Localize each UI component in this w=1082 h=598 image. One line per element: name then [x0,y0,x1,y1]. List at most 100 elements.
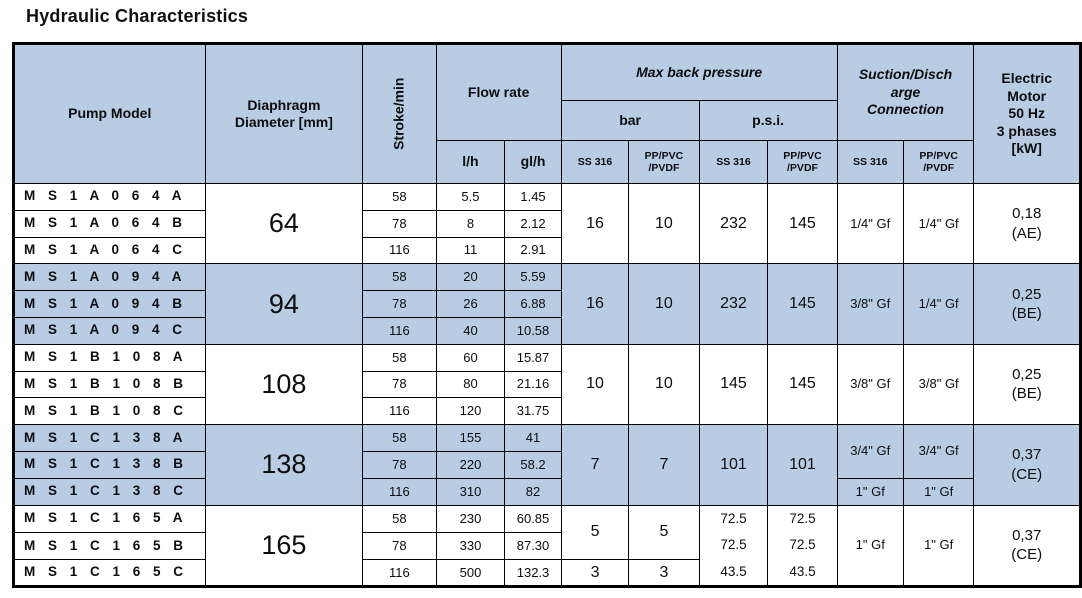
bar-ss316-cell: 5 [560,504,630,561]
diaphragm-cell: 108 [204,343,364,426]
table-row: M S 1 C 1 3 8 C 116 310 82 1" Gf 1" Gf [13,477,1081,506]
flow-glh-cell: 15.87 [504,343,562,372]
header-stroke-per-min: Stroke/min [362,43,437,184]
stroke-cell: 116 [362,559,437,588]
psi-pp-cell: 145 [767,182,838,265]
hydraulic-characteristics-table: Pump Model Diaphragm Diameter [mm] Strok… [12,42,1082,589]
flow-glh-cell: 2.91 [504,236,562,265]
table-row: M S 1 B 1 0 8 A 108 58 60 15.87 10 10 14… [13,343,1081,426]
diaphragm-cell: 165 [204,504,364,588]
stroke-cell: 116 [362,316,437,345]
connection-pp-cell-alt: 1" Gf [902,477,975,506]
flow-glh-cell: 58.2 [504,450,562,479]
psi-pp-cell: 145 [767,263,838,345]
pump-model-cell: M S 1 A 0 6 4 A [13,183,206,211]
stroke-cell: 58 [362,343,437,372]
flow-glh-cell: 6.88 [504,290,562,318]
header-psi-pp-pvc-pvdf: PP/PVC /PVDF [767,140,838,184]
flow-glh-cell: 21.16 [504,370,562,399]
header-flow-rate: Flow rate [435,43,562,141]
table-row: M S 1 B 1 0 8 C 116 120 31.75 [13,397,1081,426]
flow-glh-cell: 2.12 [504,209,562,238]
bar-pp-cell: 5 [628,504,700,561]
flow-lh-cell: 155 [435,424,506,452]
flow-lh-cell: 8 [435,209,506,238]
flow-lh-cell: 20 [435,263,506,292]
flow-glh-cell: 41 [504,424,562,452]
stroke-cell: 78 [362,370,437,399]
flow-glh-cell: 1.45 [504,183,562,211]
motor-cell: 0,18 (AE) [973,182,1081,265]
stroke-cell: 78 [362,290,437,318]
header-row-1: Pump Model Diaphragm Diameter [mm] Strok… [13,43,1081,184]
connection-ss316-cell: 3/8" Gf [836,263,904,345]
pump-model-cell: M S 1 B 1 0 8 B [13,370,206,399]
bar-pp-cell-alt: 3 [628,559,700,588]
header-max-back-pressure: Max back pressure [560,43,838,101]
header-psi-ss316: SS 316 [698,140,769,184]
diaphragm-cell: 138 [204,424,364,506]
connection-ss316-cell: 3/8" Gf [836,343,904,426]
motor-cell: 0,37 (CE) [973,504,1081,588]
pump-model-cell: M S 1 A 0 6 4 B [13,209,206,238]
flow-lh-cell: 11 [435,236,506,265]
diaphragm-cell: 94 [204,263,364,345]
header-unit-lh: l/h [435,140,506,184]
connection-ss316-cell: 1/4" Gf [836,182,904,265]
psi-ss316-cell: 101 [698,424,769,506]
flow-glh-cell: 82 [504,477,562,506]
connection-ss316-cell-alt: 1" Gf [836,477,904,506]
connection-ss316-cell: 1" Gf [836,504,904,588]
pump-model-cell: M S 1 A 0 6 4 C [13,236,206,265]
bar-ss316-cell: 16 [560,182,630,265]
stroke-cell: 78 [362,531,437,561]
connection-pp-cell: 1" Gf [902,504,975,588]
motor-cell: 0,25 (BE) [973,263,1081,345]
bar-pp-cell: 7 [628,424,700,506]
connection-pp-cell: 3/4" Gf [902,424,975,479]
diaphragm-cell: 64 [204,182,364,265]
flow-lh-cell: 5.5 [435,183,506,211]
flow-lh-cell: 80 [435,370,506,399]
connection-pp-cell: 1/4" Gf [902,263,975,345]
flow-lh-cell: 220 [435,450,506,479]
flow-glh-cell: 10.58 [504,316,562,345]
header-bar-pp-pvc-pvdf: PP/PVC /PVDF [628,140,700,184]
psi-ss316-cell: 145 [698,343,769,426]
header-suction-discharge-connection: Suction/Disch arge Connection [836,43,975,141]
pump-model-cell: M S 1 C 1 3 8 A [13,424,206,452]
psi-pp-cell: 101 [767,424,838,506]
stroke-cell: 58 [362,424,437,452]
header-conn-ss316: SS 316 [836,140,904,184]
flow-lh-cell: 60 [435,343,506,372]
flow-lh-cell: 330 [435,531,506,561]
header-pump-model: Pump Model [13,43,206,184]
header-conn-pp-pvc-pvdf: PP/PVC /PVDF [902,140,975,184]
table-row: M S 1 C 1 6 5 B 78 330 87.30 [13,531,1081,561]
table-row: M S 1 B 1 0 8 B 78 80 21.16 [13,370,1081,399]
header-bar: bar [560,100,700,141]
pump-model-cell: M S 1 C 1 6 5 C [13,559,206,588]
stroke-cell: 78 [362,450,437,479]
table-row: M S 1 A 0 9 4 A 94 58 20 5.59 16 10 232 … [13,263,1081,345]
table-row: M S 1 C 1 6 5 C 116 500 132.3 3 3 [13,559,1081,588]
stroke-cell: 116 [362,397,437,426]
stroke-cell: 58 [362,504,437,533]
header-electric-motor: Electric Motor 50 Hz 3 phases [kW] [973,43,1081,184]
stroke-cell: 116 [362,236,437,265]
pump-model-cell: M S 1 A 0 9 4 C [13,316,206,345]
connection-ss316-cell: 3/4" Gf [836,424,904,479]
flow-lh-cell: 230 [435,504,506,533]
connection-pp-cell: 3/8" Gf [902,343,975,426]
flow-lh-cell: 40 [435,316,506,345]
pump-model-cell: M S 1 A 0 9 4 A [13,263,206,292]
table-row: M S 1 C 1 3 8 B 78 220 58.2 [13,450,1081,479]
header-bar-ss316: SS 316 [560,140,630,184]
psi-ss316-cell: 232 [698,182,769,265]
stroke-cell: 116 [362,477,437,506]
header-diaphragm-diameter: Diaphragm Diameter [mm] [204,43,364,184]
psi-ss316-cell: 72.5 72.5 43.5 [698,504,769,588]
stroke-cell: 58 [362,263,437,292]
motor-cell: 0,25 (BE) [973,343,1081,426]
bar-pp-cell: 10 [628,263,700,345]
